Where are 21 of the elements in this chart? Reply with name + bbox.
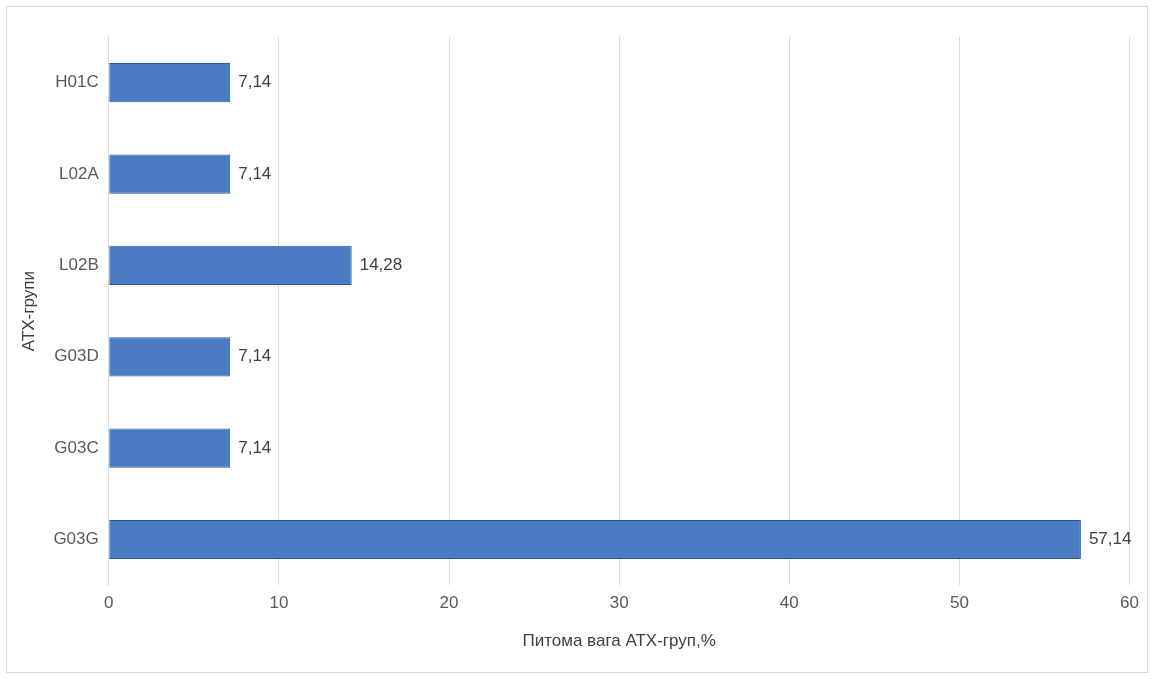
data-label: 7,14	[238, 346, 272, 366]
y-tick-label: G03C	[54, 437, 99, 457]
data-label: 7,14	[238, 72, 272, 92]
x-tick-label: 60	[1120, 593, 1140, 613]
x-axis-title: Питома вага АТХ-груп,%	[522, 631, 716, 651]
x-tick-label: 40	[779, 593, 799, 613]
x-tick-label: 10	[269, 593, 289, 613]
data-label: 7,14	[238, 437, 272, 457]
y-tick-label: L02A	[59, 163, 100, 183]
y-tick-label: G03D	[54, 346, 99, 366]
data-label: 57,14	[1088, 529, 1132, 549]
data-label: 7,14	[238, 163, 272, 183]
y-tick-label: L02B	[59, 255, 99, 275]
y-tick-label: H01C	[55, 72, 99, 92]
data-label: 14,28	[359, 255, 403, 275]
x-tick-label: 20	[439, 593, 459, 613]
x-tick-label: 0	[104, 593, 114, 613]
y-axis-title: АТХ-групи	[18, 271, 38, 352]
x-tick-label: 50	[949, 593, 969, 613]
y-tick-label: G03G	[53, 529, 99, 549]
x-tick-label: 30	[609, 593, 629, 613]
